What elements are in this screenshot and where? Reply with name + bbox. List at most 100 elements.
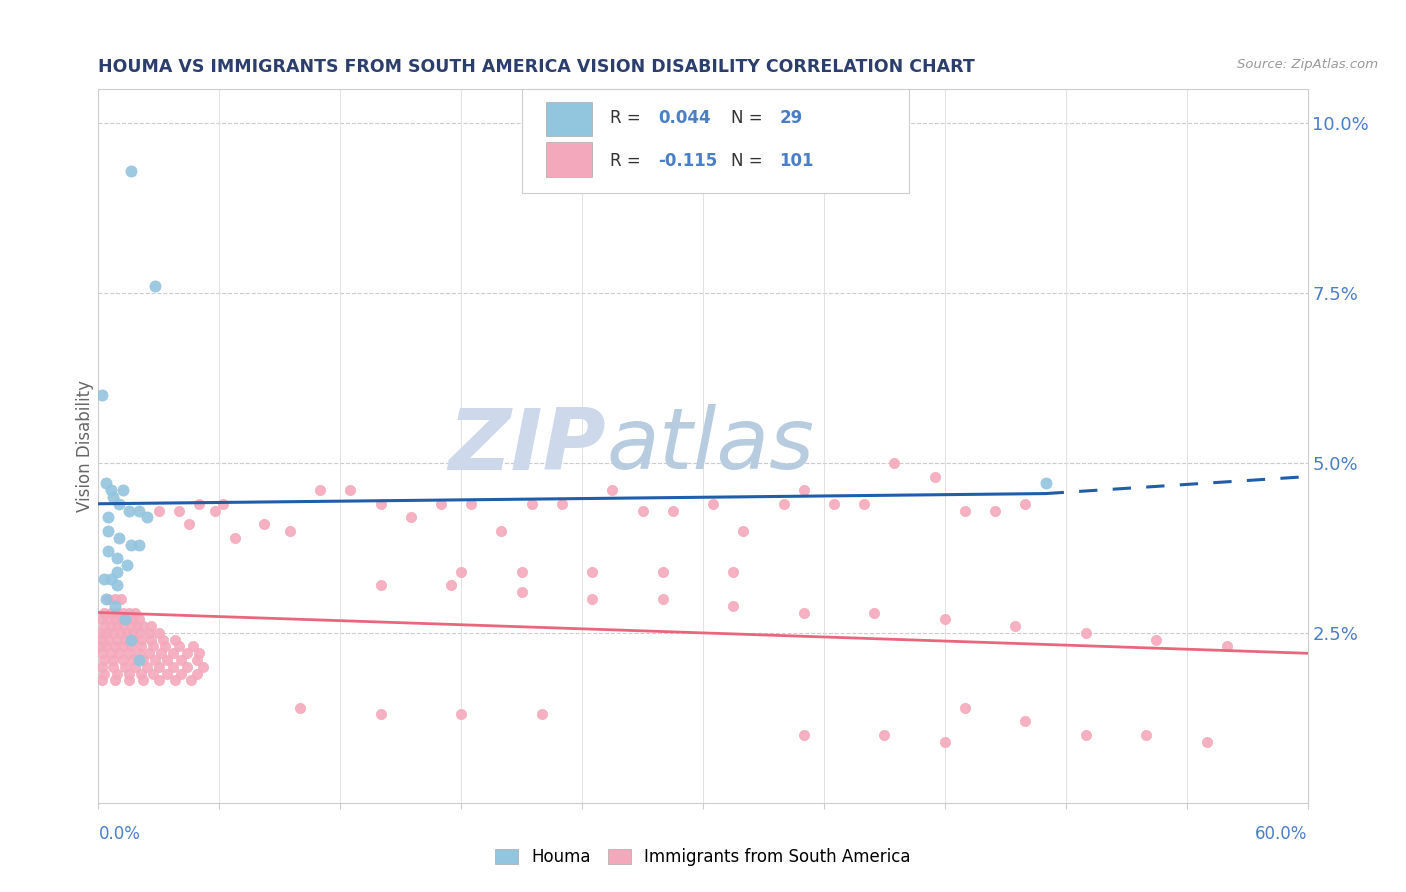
Point <box>491 524 513 538</box>
Point <box>1195 734 1218 748</box>
Point <box>110 626 132 640</box>
Point <box>863 606 886 620</box>
Text: atlas: atlas <box>606 404 814 488</box>
Point <box>520 497 543 511</box>
Point <box>128 503 150 517</box>
Point <box>93 619 115 633</box>
Point <box>152 632 174 647</box>
Point <box>288 700 311 714</box>
Legend: Houma, Immigrants from South America: Houma, Immigrants from South America <box>486 840 920 875</box>
Point <box>118 503 141 517</box>
Point <box>204 503 226 517</box>
Point <box>120 632 142 647</box>
Point <box>370 497 392 511</box>
FancyBboxPatch shape <box>522 89 908 193</box>
Point <box>602 483 624 498</box>
Point <box>853 497 876 511</box>
Point <box>120 537 142 551</box>
Text: N =: N = <box>731 152 762 169</box>
Point <box>120 163 142 178</box>
Point <box>101 660 124 674</box>
Point <box>110 612 132 626</box>
Point <box>101 626 124 640</box>
Point <box>124 606 146 620</box>
Point <box>581 591 603 606</box>
Point <box>156 666 179 681</box>
Point <box>114 612 136 626</box>
Point <box>129 632 152 647</box>
Point <box>193 660 215 674</box>
Point <box>179 517 201 532</box>
Point <box>253 517 276 532</box>
Point <box>399 510 422 524</box>
Point <box>278 524 301 538</box>
Text: ZIP: ZIP <box>449 404 606 488</box>
Point <box>111 606 134 620</box>
Point <box>167 503 190 517</box>
Point <box>115 626 138 640</box>
Point <box>148 503 170 517</box>
FancyBboxPatch shape <box>546 103 592 136</box>
Point <box>176 646 198 660</box>
Point <box>440 578 463 592</box>
Point <box>93 606 115 620</box>
Point <box>1035 476 1057 491</box>
Point <box>128 653 150 667</box>
Point <box>581 565 603 579</box>
Point <box>823 497 845 511</box>
Point <box>309 483 332 498</box>
Point <box>105 578 128 592</box>
Point <box>105 565 128 579</box>
Point <box>115 612 138 626</box>
Point <box>120 640 142 654</box>
Point <box>132 653 155 667</box>
Text: R =: R = <box>610 109 641 127</box>
Point <box>510 565 533 579</box>
Point <box>91 612 114 626</box>
Point <box>105 666 128 681</box>
Point <box>873 728 896 742</box>
Point <box>103 673 125 688</box>
Point <box>118 646 141 660</box>
Point <box>107 646 129 660</box>
Point <box>510 585 533 599</box>
Point <box>89 626 111 640</box>
Y-axis label: Vision Disability: Vision Disability <box>76 380 94 512</box>
Point <box>128 612 150 626</box>
Point <box>128 626 150 640</box>
Point <box>96 476 118 491</box>
Point <box>110 591 132 606</box>
Point <box>111 619 134 633</box>
Point <box>93 666 115 681</box>
Point <box>91 388 114 402</box>
Point <box>148 660 170 674</box>
Point <box>460 497 482 511</box>
Point <box>733 524 755 538</box>
Point <box>100 619 122 633</box>
Point <box>100 646 122 660</box>
Text: 0.044: 0.044 <box>658 109 711 127</box>
Point <box>121 612 143 626</box>
Point <box>105 551 128 566</box>
Point <box>125 619 148 633</box>
Point <box>135 660 157 674</box>
Point <box>111 483 134 498</box>
Point <box>188 646 211 660</box>
Point <box>156 653 179 667</box>
Point <box>115 558 138 572</box>
Point <box>551 497 574 511</box>
Point <box>129 640 152 654</box>
Point <box>139 619 162 633</box>
Point <box>100 572 122 586</box>
Point <box>148 673 170 688</box>
Text: 60.0%: 60.0% <box>1256 825 1308 843</box>
Point <box>128 537 150 551</box>
Point <box>118 673 141 688</box>
Point <box>143 279 166 293</box>
Point <box>1146 632 1168 647</box>
Point <box>953 700 976 714</box>
Point <box>702 497 724 511</box>
Text: -0.115: -0.115 <box>658 152 717 169</box>
Point <box>114 660 136 674</box>
Point <box>121 632 143 647</box>
